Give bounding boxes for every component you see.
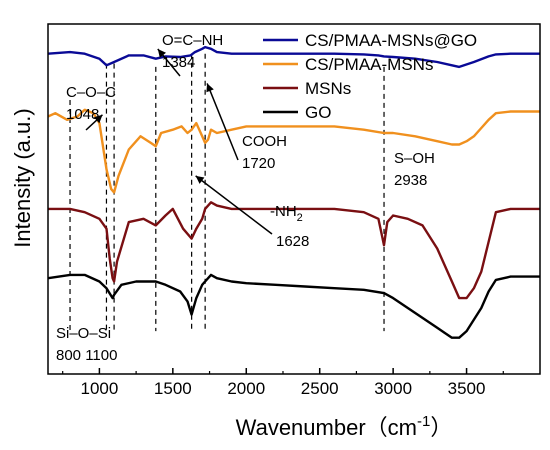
annotation-o-c-nh-arrow-head: [157, 49, 166, 58]
annotation-cooh-arrow-line: [206, 83, 239, 161]
plot-frame: [47, 23, 541, 375]
annotation-cooh-arrow-head: [206, 83, 214, 93]
series-line-1: [47, 108, 540, 194]
annotation-s-oh-line-0: S–OH: [394, 150, 435, 167]
x-axis-title: Wavenumber（cm-1）: [236, 413, 453, 440]
annotation-c-o-c-line-1: 1048: [66, 106, 99, 123]
x-tick-label: 3500: [448, 379, 486, 398]
reference-lines: [69, 53, 385, 332]
annotation-nh2-formula: -NH2: [270, 203, 303, 224]
annotation-nh2-arrow-head: [195, 175, 205, 184]
series-group: [47, 45, 540, 339]
x-axis-title-close: ）: [430, 415, 452, 440]
x-tick-label: 2000: [227, 379, 265, 398]
annotation-c-o-c-arrow-head: [93, 114, 103, 124]
annotation-nh2-subscript: 2: [297, 212, 303, 224]
legend-label-1: CS/PMAA-MSNs: [305, 55, 433, 74]
annotation-cooh-line-0: COOH: [242, 133, 287, 150]
legend-label-3: GO: [305, 103, 331, 122]
x-tick-label: 2500: [301, 379, 339, 398]
annotation-nh2-base: -NH: [270, 203, 297, 220]
x-tick-label: 3000: [374, 379, 412, 398]
x-axis-title-superscript: -1: [417, 413, 430, 430]
annotation-si-o-si-line-1: 800 1100: [56, 347, 117, 364]
annotation-o-c-nh-line-1: 1384: [162, 54, 195, 71]
x-axis-title-main: Wavenumber（cm: [236, 415, 417, 440]
annotations-group: C–O–C 1048 O=C–NH 1384 COOH 1720 S–OH 2938 -NH2 1…: [56, 32, 435, 364]
annotation-nh2-value: 1628: [276, 233, 309, 250]
legend-label-0: CS/PMAA-MSNs@GO: [305, 31, 477, 50]
y-axis-title: Intensity (a.u.): [10, 108, 35, 247]
annotation-s-oh-line-1: 2938: [394, 172, 427, 189]
series-line-0: [47, 45, 540, 69]
annotation-o-c-nh-line-0: O=C–NH: [162, 32, 223, 49]
x-tick-label: 1000: [80, 379, 118, 398]
annotation-c-o-c-line-0: C–O–C: [66, 84, 116, 101]
x-axis-ticks: 1000 1500 2000 2500 3000 3500: [62, 368, 504, 398]
x-tick-label: 1500: [154, 379, 192, 398]
annotation-si-o-si-line-0: Si–O–Si: [56, 325, 111, 342]
legend-label-2: MSNs: [305, 79, 351, 98]
series-line-2: [48, 201, 540, 300]
annotation-nh2-arrow-line: [195, 175, 273, 235]
legend: CS/PMAA-MSNs@GO CS/PMAA-MSNs MSNs GO: [263, 31, 477, 122]
series-line-3: [47, 273, 540, 339]
annotation-cooh-line-1: 1720: [242, 155, 275, 172]
